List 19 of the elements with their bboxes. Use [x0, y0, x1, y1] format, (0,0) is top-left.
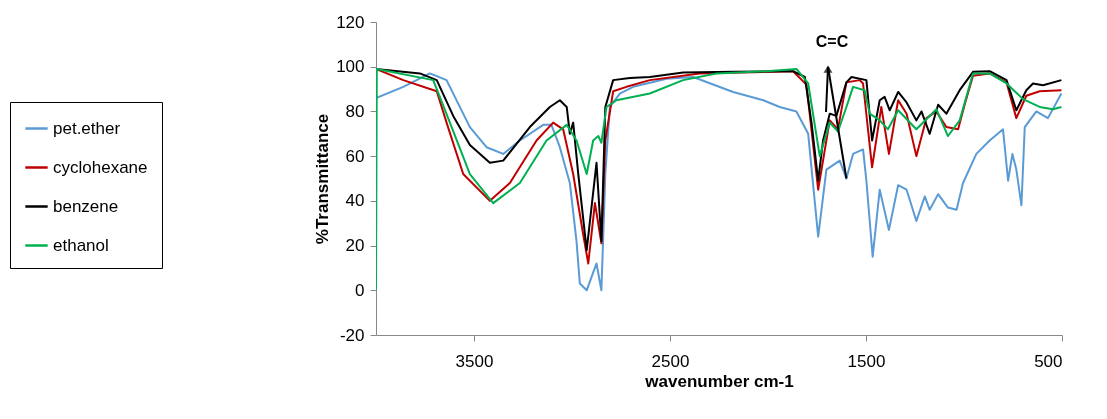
legend-label: pet.ether	[53, 118, 121, 138]
y-tick-label: 40	[345, 191, 365, 211]
x-tick-label: 3500	[455, 351, 494, 371]
y-tick-label: 120	[336, 12, 365, 32]
legend-label: cyclohexane	[53, 157, 148, 177]
legend-label: ethanol	[53, 235, 109, 255]
y-axis-title: %Transmittance	[313, 113, 333, 245]
y-tick-label: 100	[336, 57, 365, 77]
y-tick-label: 0	[355, 280, 365, 300]
annotation: C=C	[815, 33, 849, 50]
x-tick-label: 500	[1034, 351, 1063, 371]
x-tick-label: 1500	[847, 351, 886, 371]
x-axis-title: wavenumber cm-1	[644, 371, 794, 391]
y-tick-label: -20	[339, 325, 365, 345]
y-tick-label: 80	[345, 101, 365, 121]
y-tick-label: 60	[345, 146, 365, 166]
x-tick-label: 2500	[651, 351, 690, 371]
y-tick-label: 20	[345, 236, 365, 256]
legend-label: benzene	[53, 196, 119, 216]
